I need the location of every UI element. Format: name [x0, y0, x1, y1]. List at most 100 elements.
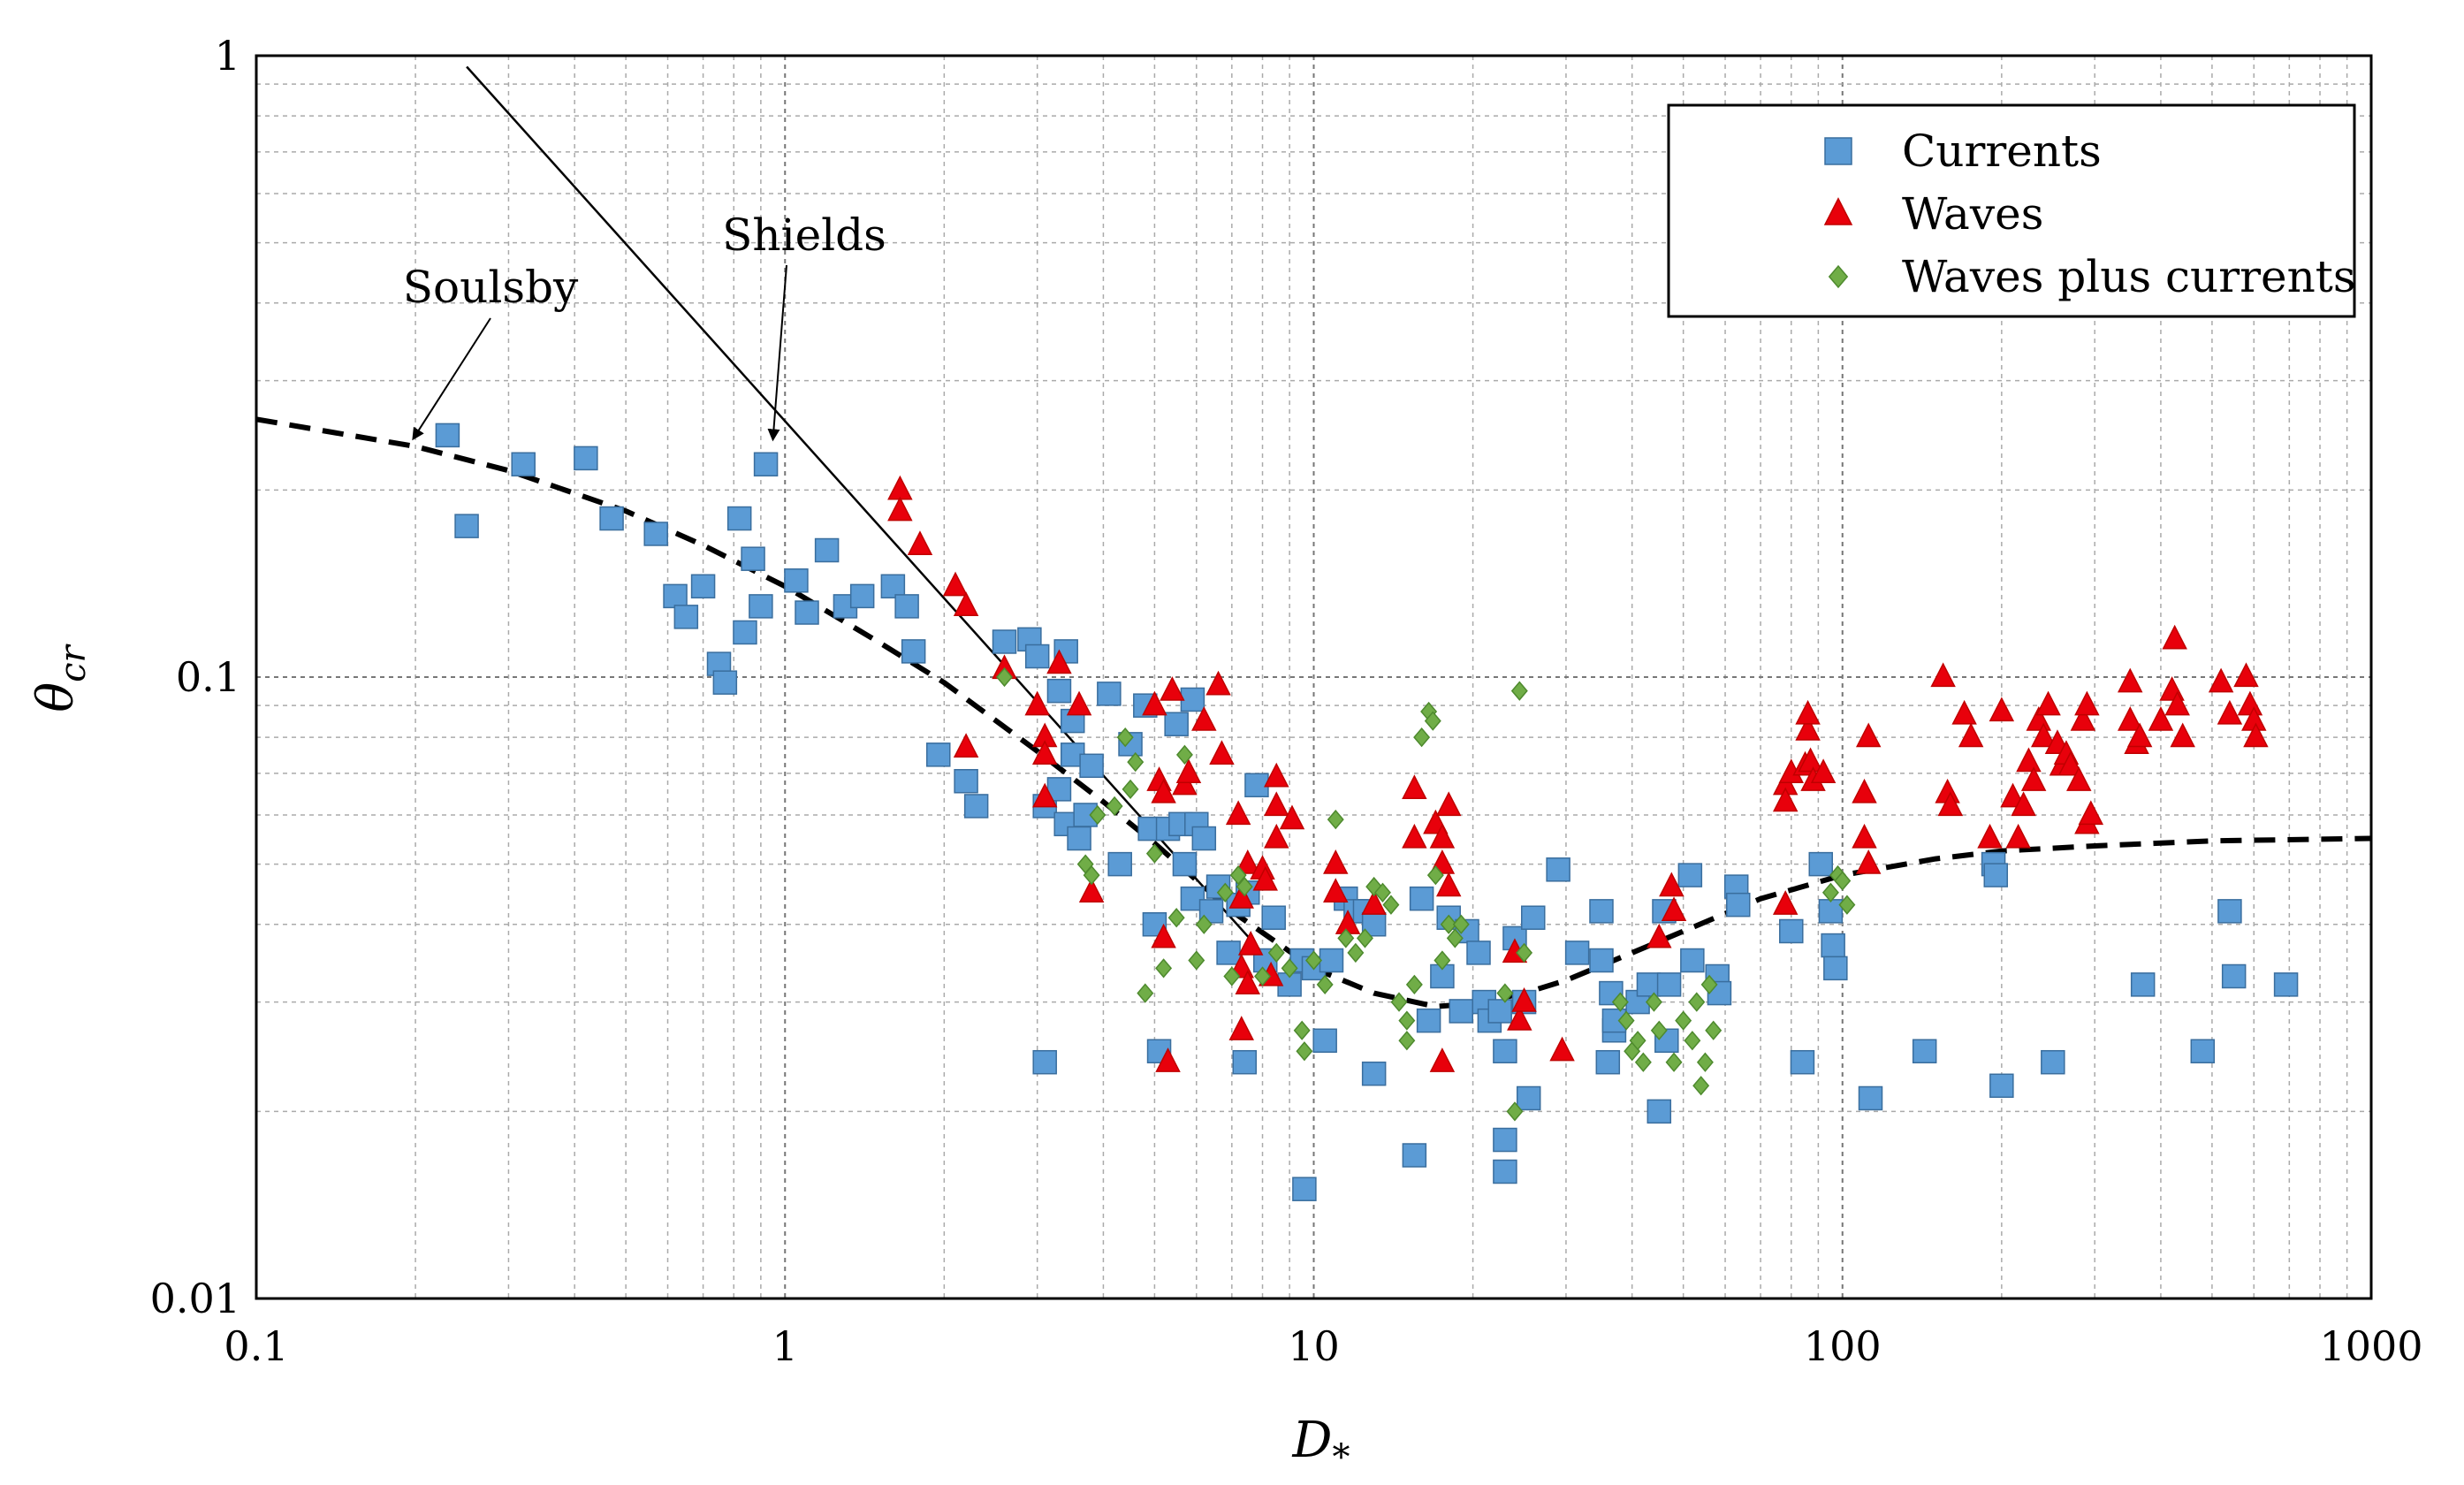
waves-plus-currents-point — [1446, 928, 1464, 948]
legend-waves-marker — [1823, 197, 1853, 225]
waves-plus-currents-point — [1254, 966, 1272, 986]
currents-point — [1564, 940, 1590, 965]
currents-point — [1726, 892, 1751, 918]
x-tick-label: 100 — [1804, 1322, 1882, 1370]
currents-point — [741, 546, 765, 571]
waves-point — [1798, 747, 1823, 773]
currents-point — [1097, 682, 1122, 706]
waves-point — [1855, 849, 1882, 874]
currents-point — [963, 794, 989, 819]
waves-point — [1772, 890, 1799, 915]
waves-point — [2074, 690, 2100, 716]
waves-point — [1852, 823, 1877, 849]
waves-point — [1235, 970, 1260, 995]
currents-point — [1067, 826, 1091, 851]
waves-point — [2233, 662, 2259, 688]
waves-point — [2035, 690, 2061, 716]
data-points — [435, 423, 2299, 1201]
currents-point — [849, 583, 875, 609]
waves-point — [2237, 690, 2263, 716]
waves-plus-currents-point — [1347, 942, 1365, 963]
currents-point — [2130, 972, 2156, 997]
waves-point — [2078, 800, 2104, 826]
currents-point — [1191, 826, 1217, 851]
waves-point — [1795, 699, 1821, 725]
waves-plus-currents-point — [1116, 727, 1134, 748]
soulsby-curve — [256, 416, 2371, 1009]
currents-point — [1180, 687, 1205, 712]
waves-point — [1225, 800, 1251, 826]
currents-point — [1487, 999, 1512, 1024]
plot-area — [255, 54, 2373, 1300]
currents-point — [1216, 940, 1241, 965]
shields-annotation-label: Shields — [722, 209, 886, 261]
waves-point — [1151, 923, 1176, 948]
waves-plus-currents-point — [1216, 882, 1234, 902]
currents-point — [1516, 1085, 1541, 1111]
waves-plus-currents-point — [1155, 958, 1173, 979]
waves-plus-currents-point — [1293, 1020, 1311, 1040]
waves-point — [1323, 849, 1349, 874]
currents-point — [784, 568, 809, 593]
waves-plus-currents-point — [1426, 864, 1444, 886]
currents-point — [1656, 972, 1682, 997]
waves-point — [1958, 722, 1984, 748]
waves-plus-currents-point — [1122, 779, 1139, 800]
waves-point — [1237, 930, 1264, 956]
currents-point — [1232, 1049, 1258, 1075]
currents-point — [954, 768, 978, 794]
waves-plus-currents-point — [1267, 942, 1285, 963]
currents-point — [1858, 1085, 1883, 1111]
waves-point — [2005, 823, 2031, 849]
waves-point — [2217, 699, 2243, 725]
waves-plus-currents-point — [1692, 1076, 1710, 1096]
currents-point — [1680, 948, 1705, 973]
waves-point — [2057, 750, 2084, 776]
currents-point — [1172, 851, 1198, 877]
waves-plus-currents-point — [1106, 796, 1123, 817]
y-tick-label: 1 — [215, 32, 240, 80]
currents-point — [1198, 899, 1224, 924]
waves-plus-currents-point — [1296, 1041, 1313, 1062]
waves-point — [1209, 740, 1235, 765]
currents-point — [992, 629, 1017, 654]
currents-point — [1466, 940, 1491, 965]
waves-point — [1989, 697, 2015, 722]
waves-point — [1852, 778, 1877, 803]
waves-point — [953, 733, 979, 758]
currents-point — [1779, 918, 1804, 944]
waves-plus-currents-point — [1137, 983, 1154, 1003]
annotations: Soulsby Shields — [403, 209, 886, 442]
x-tick-label: 1 — [772, 1322, 798, 1370]
waves-plus-currents-point — [1236, 876, 1253, 897]
waves-plus-currents-point — [1634, 1052, 1652, 1072]
waves-point — [1361, 890, 1387, 915]
waves-point — [1930, 662, 1956, 688]
currents-point — [1493, 1159, 1517, 1184]
waves-plus-currents-point — [1424, 711, 1441, 731]
waves-point — [1507, 1006, 1532, 1031]
waves-plus-currents-point — [1645, 992, 1662, 1012]
currents-point — [814, 537, 840, 563]
waves-point — [1951, 699, 1977, 725]
waves-plus-currents-point — [1223, 966, 1241, 986]
waves-plus-currents-point — [1167, 908, 1185, 928]
waves-point — [1191, 706, 1217, 731]
y-tick-label: 0.01 — [150, 1275, 240, 1322]
waves-plus-currents-point — [996, 666, 1013, 688]
waves-point — [1078, 878, 1105, 902]
waves-point — [2070, 706, 2096, 731]
legend-label: Waves — [1902, 188, 2043, 240]
currents-point — [880, 574, 906, 599]
waves-point — [1977, 823, 2003, 849]
currents-point — [1821, 933, 1845, 958]
waves-point — [1228, 1016, 1254, 1040]
waves-plus-currents-point — [1688, 992, 1706, 1012]
waves-plus-currents-point — [1496, 983, 1514, 1003]
waves-point — [1160, 676, 1185, 701]
waves-plus-currents-point — [1834, 871, 1852, 891]
currents-point — [1677, 863, 1703, 887]
waves-plus-currents-point — [1650, 1020, 1668, 1040]
waves-point — [2162, 624, 2187, 650]
